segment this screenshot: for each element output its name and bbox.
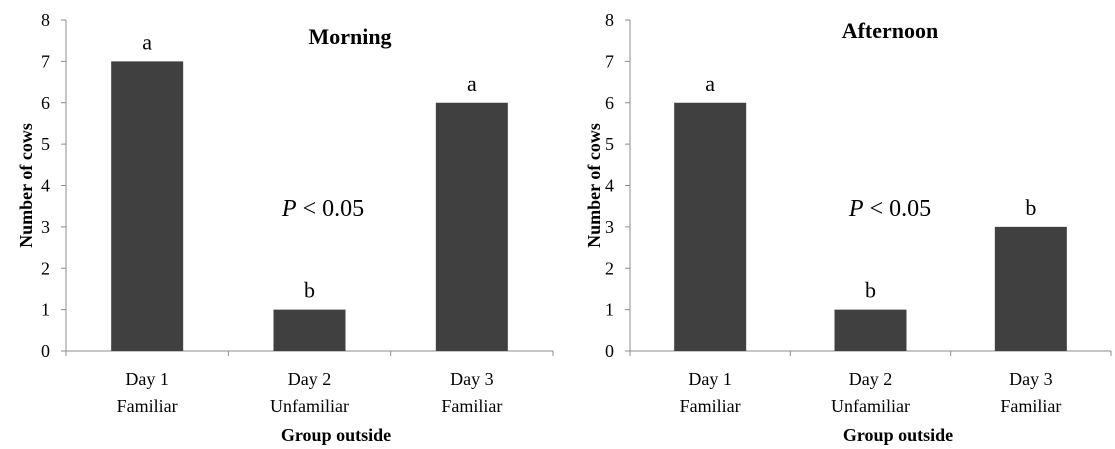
y-tick-label: 5 bbox=[41, 134, 50, 154]
y-tick-label: 7 bbox=[41, 51, 50, 71]
y-axis-label: Number of cows bbox=[584, 123, 604, 248]
y-tick-label: 6 bbox=[605, 93, 614, 113]
x-category-label-line1: Day 3 bbox=[1009, 369, 1053, 389]
x-category-label-line2: Familiar bbox=[441, 396, 502, 416]
y-tick-label: 2 bbox=[605, 258, 614, 278]
x-category-label-line2: Familiar bbox=[1000, 396, 1061, 416]
chart-panel-2: 0 1 2 3 4 5 6 7 8 a Day 1 Familiar b Day 2 Unfamiliar b… bbox=[584, 10, 1112, 445]
y-tick-label: 7 bbox=[605, 51, 614, 71]
y-tick-label: 4 bbox=[605, 176, 614, 196]
p-value-annotation: P < 0.05 bbox=[281, 196, 364, 222]
bar bbox=[994, 226, 1067, 351]
y-tick-label: 1 bbox=[605, 300, 614, 320]
x-category-label-line1: Day 1 bbox=[125, 369, 169, 389]
bar bbox=[435, 102, 508, 351]
bar-significance-label: b bbox=[304, 278, 315, 303]
x-category-label-line1: Day 2 bbox=[849, 369, 893, 389]
y-tick-label: 1 bbox=[41, 300, 50, 320]
x-axis-label: Group outside bbox=[281, 425, 391, 445]
x-category-label-line1: Day 3 bbox=[450, 369, 494, 389]
y-axis-label: Number of cows bbox=[16, 123, 36, 248]
y-tick-label: 5 bbox=[605, 134, 614, 154]
p-value-annotation: P < 0.05 bbox=[848, 196, 931, 222]
x-category-label-line1: Day 2 bbox=[288, 369, 332, 389]
bar bbox=[834, 309, 907, 351]
x-category-label-line2: Unfamiliar bbox=[270, 396, 349, 416]
bar-significance-label: a bbox=[467, 71, 477, 96]
y-tick-label: 0 bbox=[605, 341, 614, 361]
chart-panel-1: 0 1 2 3 4 5 6 7 8 a Day 1 Familiar b Day 2 Unfamiliar a… bbox=[16, 10, 554, 445]
bar-significance-label: b bbox=[1025, 195, 1036, 220]
chart-title: Afternoon bbox=[842, 18, 939, 43]
x-category-label-line2: Unfamiliar bbox=[831, 396, 910, 416]
x-category-label-line2: Familiar bbox=[117, 396, 178, 416]
bar bbox=[111, 61, 184, 351]
bar bbox=[273, 309, 346, 351]
y-tick-label: 6 bbox=[41, 93, 50, 113]
bar-significance-label: b bbox=[865, 278, 876, 303]
y-tick-label: 8 bbox=[605, 10, 614, 30]
x-category-label-line2: Familiar bbox=[680, 396, 741, 416]
y-tick-label: 3 bbox=[605, 217, 614, 237]
bar-significance-label: a bbox=[142, 29, 152, 54]
bar bbox=[674, 102, 747, 351]
chart-title: Morning bbox=[308, 24, 391, 49]
bar-significance-label: a bbox=[705, 71, 715, 96]
y-tick-label: 2 bbox=[41, 258, 50, 278]
x-category-label-line1: Day 1 bbox=[688, 369, 732, 389]
y-tick-label: 8 bbox=[41, 10, 50, 30]
y-tick-label: 3 bbox=[41, 217, 50, 237]
x-axis-label: Group outside bbox=[843, 425, 953, 445]
y-tick-label: 4 bbox=[41, 176, 50, 196]
y-tick-label: 0 bbox=[41, 341, 50, 361]
